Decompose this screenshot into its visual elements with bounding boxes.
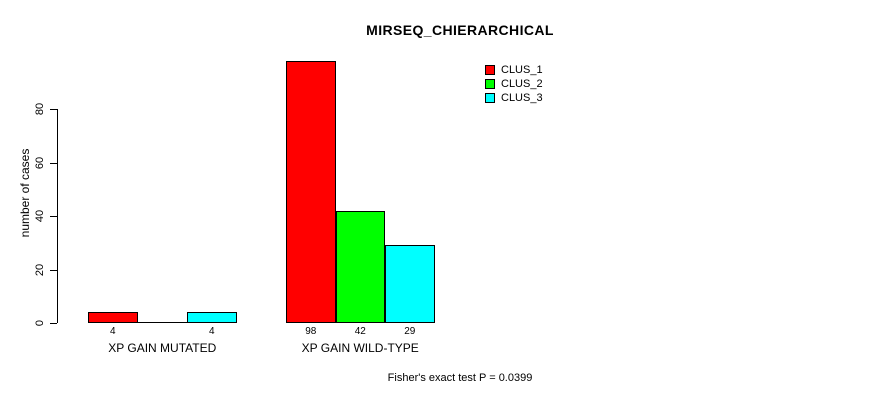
category-label: XP GAIN WILD-TYPE bbox=[301, 341, 419, 355]
annotation-text: Fisher's exact test P = 0.0399 bbox=[387, 372, 533, 384]
bar-clus-3-xp-gain-mutated bbox=[187, 312, 237, 323]
bar-value-label: 4 bbox=[208, 326, 215, 337]
y-tick-label: 0 bbox=[34, 319, 46, 327]
y-tick-mark bbox=[50, 162, 57, 164]
legend-item-clus_1: CLUS_1 bbox=[485, 63, 543, 76]
y-tick-mark bbox=[50, 323, 57, 324]
y-tick-mark bbox=[50, 269, 57, 271]
bar-clus-1-xp-gain-mutated bbox=[88, 312, 138, 323]
bar-clus-3-xp-gain-wild-type bbox=[385, 245, 435, 323]
legend-label: CLUS_2 bbox=[501, 77, 543, 90]
y-tick-label: 20 bbox=[34, 263, 46, 276]
legend: CLUS_1 CLUS_2 CLUS_3 bbox=[485, 63, 543, 105]
y-tick-label: 80 bbox=[34, 102, 46, 116]
bar-value-label: 98 bbox=[305, 326, 317, 337]
y-tick-label: 40 bbox=[34, 209, 46, 223]
y-tick-mark bbox=[50, 216, 57, 217]
bar-clus-2-xp-gain-mutated bbox=[137, 322, 187, 323]
legend-swatch-icon bbox=[485, 92, 495, 103]
legend-label: CLUS_3 bbox=[501, 91, 543, 104]
legend-swatch-icon bbox=[485, 64, 495, 75]
legend-swatch-icon bbox=[485, 78, 495, 89]
legend-item-clus_3: CLUS_3 bbox=[485, 91, 543, 104]
bar-value-label: 4 bbox=[109, 326, 116, 337]
bar-value-label: 42 bbox=[354, 326, 366, 337]
bar-clus-1-xp-gain-wild-type bbox=[286, 60, 336, 323]
bar-clus-2-xp-gain-wild-type bbox=[335, 210, 385, 323]
legend-label: CLUS_1 bbox=[501, 63, 543, 76]
y-axis-label: number of cases bbox=[18, 148, 32, 238]
bar-value-label: 29 bbox=[404, 326, 416, 337]
category-label: XP GAIN MUTATED bbox=[108, 341, 217, 355]
y-axis-line bbox=[57, 109, 58, 323]
y-tick-label: 60 bbox=[34, 156, 46, 169]
chart-title: MIRSEQ_CHIERARCHICAL bbox=[366, 22, 554, 38]
y-tick-mark bbox=[50, 109, 57, 110]
legend-item-clus_2: CLUS_2 bbox=[485, 77, 543, 90]
